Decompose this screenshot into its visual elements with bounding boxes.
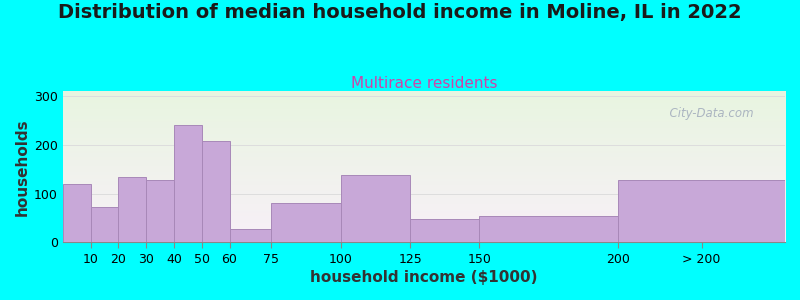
Bar xyxy=(618,180,785,242)
Bar xyxy=(118,178,146,242)
Bar xyxy=(230,229,271,242)
X-axis label: household income ($1000): household income ($1000) xyxy=(310,270,538,285)
Text: City-Data.com: City-Data.com xyxy=(662,107,754,120)
Bar xyxy=(174,125,202,242)
Bar xyxy=(63,184,90,242)
Bar xyxy=(146,180,174,242)
Bar xyxy=(271,203,341,242)
Bar xyxy=(90,207,118,242)
Text: Distribution of median household income in Moline, IL in 2022: Distribution of median household income … xyxy=(58,3,742,22)
Bar xyxy=(202,141,230,242)
Y-axis label: households: households xyxy=(15,118,30,215)
Bar xyxy=(341,175,410,242)
Title: Multirace residents: Multirace residents xyxy=(350,76,498,91)
Bar xyxy=(410,220,479,242)
Bar xyxy=(479,216,618,242)
